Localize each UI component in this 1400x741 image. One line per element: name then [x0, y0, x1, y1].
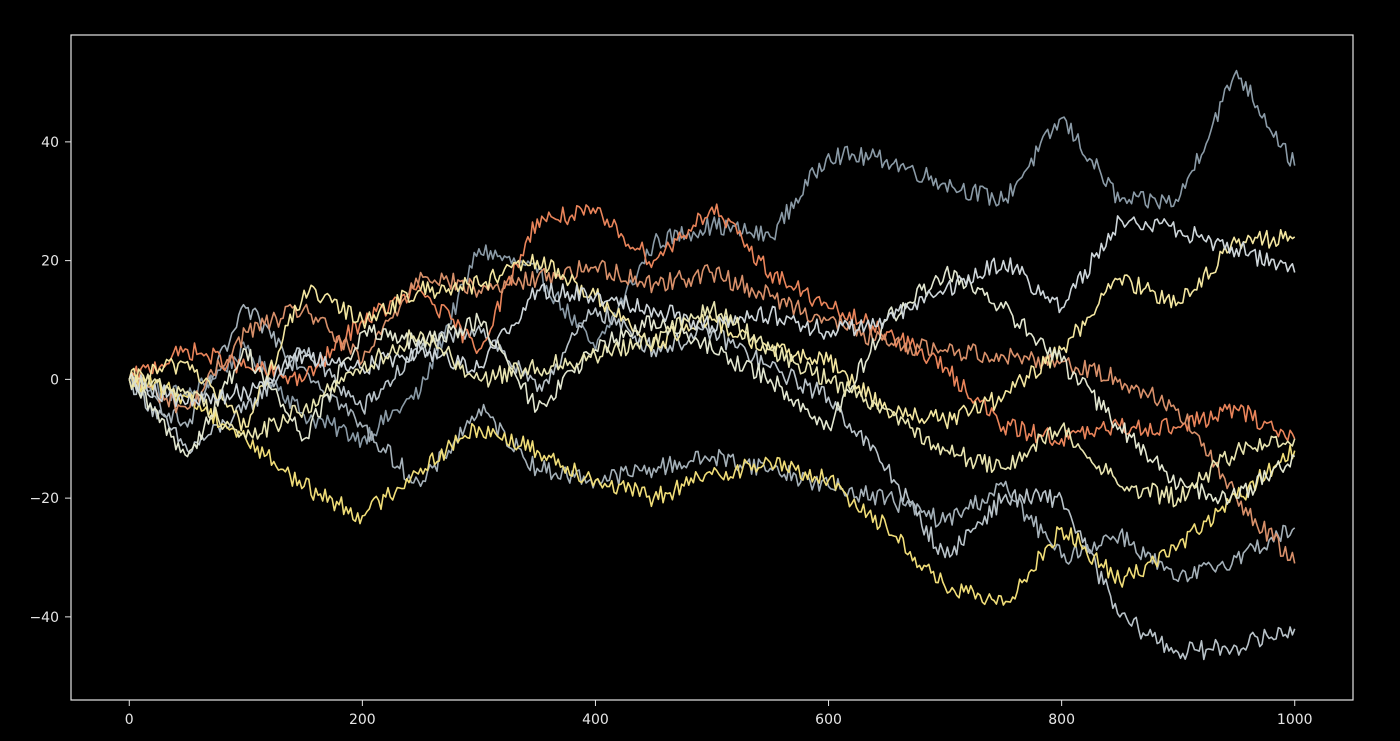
x-tick-label: 400 — [582, 712, 609, 728]
y-axis: −40 −20 0 20 40 — [29, 135, 71, 626]
series-line-5 — [128, 259, 1296, 564]
y-tick-label: −20 — [29, 491, 59, 507]
series-line-3 — [128, 303, 1296, 583]
x-tick-label: 600 — [815, 712, 842, 728]
x-tick-label: 1000 — [1277, 712, 1313, 728]
series-layer — [128, 69, 1296, 661]
plot-area-frame — [70, 34, 1354, 701]
x-tick-label: 800 — [1048, 712, 1075, 728]
x-tick-label: 200 — [349, 712, 376, 728]
y-tick-label: 20 — [41, 254, 59, 270]
x-tick-label: 0 — [125, 712, 134, 728]
series-line-7 — [128, 229, 1296, 432]
series-line-10 — [128, 300, 1296, 508]
series-line-8 — [128, 265, 1296, 505]
series-line-9 — [128, 215, 1296, 408]
y-tick-label: 40 — [41, 135, 59, 151]
y-tick-label: −40 — [29, 610, 59, 626]
series-line-1 — [128, 69, 1296, 448]
x-axis: 0 200 400 600 800 1000 — [125, 700, 1313, 728]
series-line-6 — [128, 371, 1296, 606]
y-tick-label: 0 — [50, 372, 59, 388]
